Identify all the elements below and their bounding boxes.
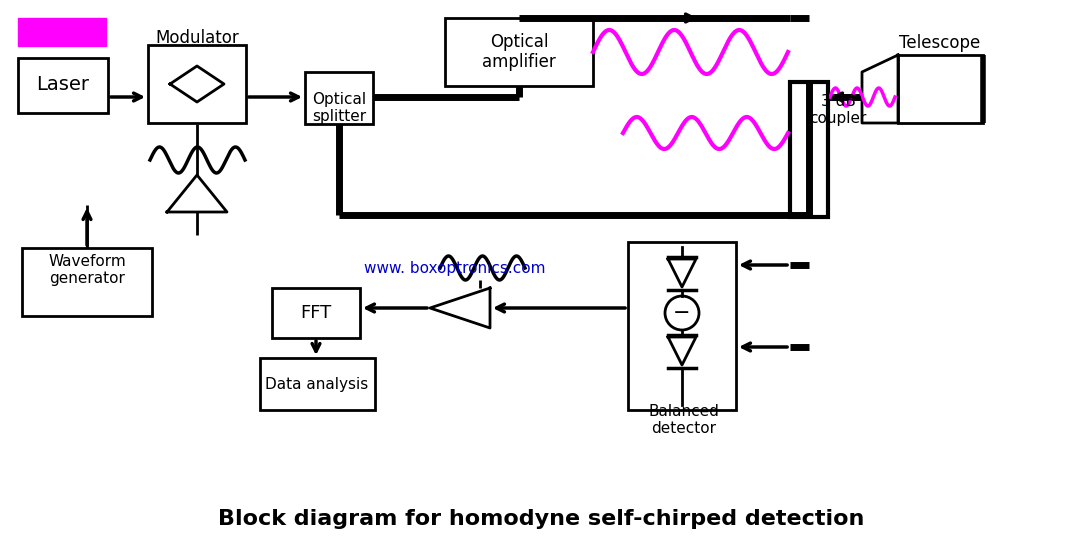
Text: Data analysis: Data analysis (265, 377, 369, 391)
Bar (790, 82, 828, 217)
Text: Modulator: Modulator (155, 29, 239, 47)
Bar (18, 18, 106, 46)
Text: Optical
splitter: Optical splitter (312, 92, 366, 124)
Text: Block diagram for homodyne self-chirped detection: Block diagram for homodyne self-chirped … (217, 509, 865, 529)
Bar (18, 58, 108, 113)
Bar (260, 358, 375, 410)
Text: −: − (673, 303, 690, 323)
Polygon shape (167, 175, 227, 212)
Text: Optical
amplifier: Optical amplifier (483, 33, 556, 72)
Polygon shape (668, 259, 696, 287)
Text: Laser: Laser (37, 75, 90, 94)
Polygon shape (668, 337, 696, 365)
Bar (898, 55, 984, 123)
Bar (22, 248, 151, 316)
Bar (305, 72, 373, 124)
Bar (445, 18, 593, 86)
Text: 3 dB
coupler: 3 dB coupler (809, 94, 867, 126)
Bar (148, 45, 246, 123)
Text: Waveform
generator: Waveform generator (48, 254, 126, 286)
Bar (628, 242, 736, 410)
Text: www. boxoptronics.com: www. boxoptronics.com (365, 261, 545, 275)
Polygon shape (862, 55, 898, 123)
Text: Telescope: Telescope (899, 34, 980, 52)
Polygon shape (430, 288, 490, 328)
Bar (272, 288, 360, 338)
Text: Balanced
detector: Balanced detector (648, 404, 720, 436)
Text: FFT: FFT (301, 304, 331, 322)
